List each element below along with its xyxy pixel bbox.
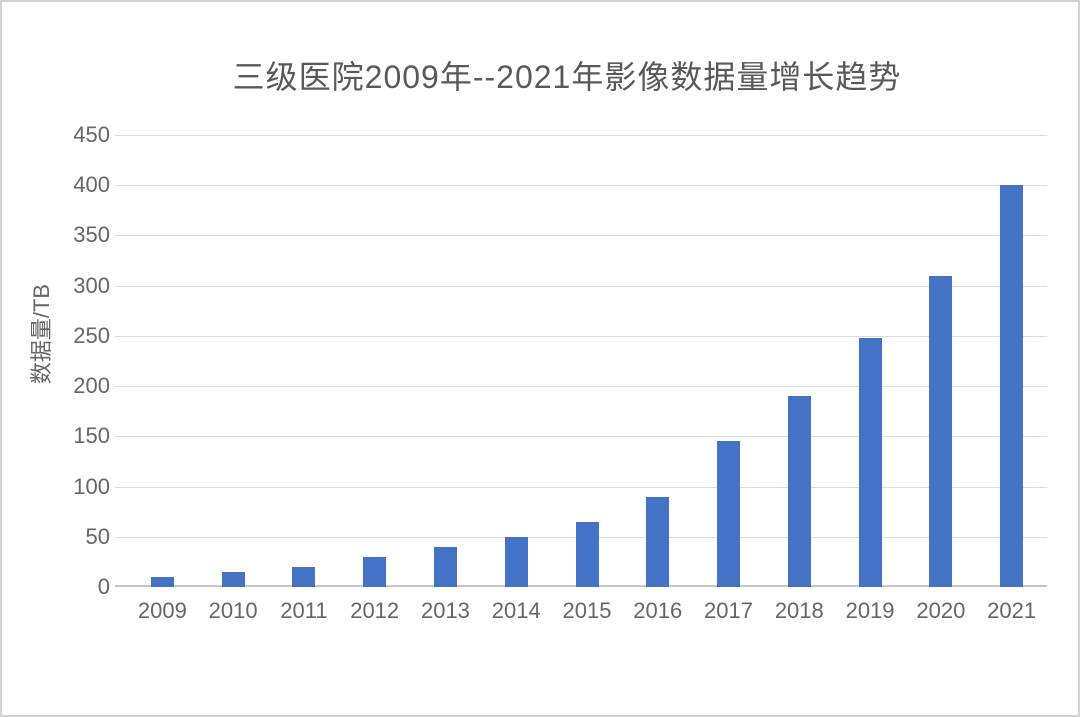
gridline-350 <box>115 235 1047 236</box>
gridline-300 <box>115 286 1047 287</box>
x-tick-label-2018: 2018 <box>774 598 824 623</box>
y-tick-label-350: 350 <box>73 222 110 248</box>
x-tick-label-2015: 2015 <box>562 598 612 623</box>
bar-2020 <box>929 276 953 587</box>
gridline-200 <box>115 386 1047 387</box>
x-tick-label-2021: 2021 <box>987 598 1037 623</box>
y-tick-label-0: 0 <box>97 574 110 599</box>
y-tick-label-50: 50 <box>85 523 110 549</box>
x-tick-label-2009: 2009 <box>137 598 187 623</box>
y-tick-label-100: 100 <box>73 473 110 499</box>
gridline-150 <box>115 436 1047 437</box>
y-tick-label-150: 150 <box>73 423 110 449</box>
x-tick-label-2012: 2012 <box>350 598 400 623</box>
y-tick-label-300: 300 <box>73 272 110 298</box>
bar-2011 <box>292 567 316 587</box>
bar-2009 <box>150 577 174 587</box>
plot-area <box>115 135 1047 587</box>
x-tick-label-2011: 2011 <box>280 598 328 623</box>
x-tick-label-2020: 2020 <box>916 598 966 623</box>
y-tick-label-250: 250 <box>73 322 110 348</box>
y-tick-label-200: 200 <box>73 373 110 399</box>
bar-2014 <box>504 537 528 587</box>
x-tick-label-2013: 2013 <box>420 598 470 623</box>
bar-2021 <box>1000 185 1024 587</box>
x-axis-tick-labels: 2009 2010 2011 2012 2013 2014 2015 2016 2017 2018… <box>2 598 1078 628</box>
bar-2013 <box>433 547 457 587</box>
gridline-100 <box>115 487 1047 488</box>
y-tick-label-450: 450 <box>73 122 110 147</box>
bar-2015 <box>575 522 599 587</box>
x-tick-label-2019: 2019 <box>845 598 895 623</box>
bar-2016 <box>646 497 670 587</box>
x-tick-label-2010: 2010 <box>208 598 258 623</box>
bar-2012 <box>363 557 387 587</box>
chart-title: 三级医院2009年--2021年影像数据量增长趋势 <box>232 59 902 95</box>
y-axis-tick-labels: 0 50 100 150 200 250 300 350 400 450 <box>2 2 122 715</box>
y-tick-label-400: 400 <box>73 172 110 198</box>
x-tick-label-2017: 2017 <box>704 598 753 623</box>
bar-2017 <box>717 441 741 587</box>
bar-2019 <box>858 338 882 587</box>
bar-2010 <box>221 572 245 587</box>
x-tick-label-2016: 2016 <box>633 598 683 623</box>
gridline-250 <box>115 336 1047 337</box>
gridline-400 <box>115 185 1047 186</box>
x-tick-label-2014: 2014 <box>491 598 541 623</box>
gridline-450 <box>115 135 1047 136</box>
bar-2018 <box>787 396 811 587</box>
